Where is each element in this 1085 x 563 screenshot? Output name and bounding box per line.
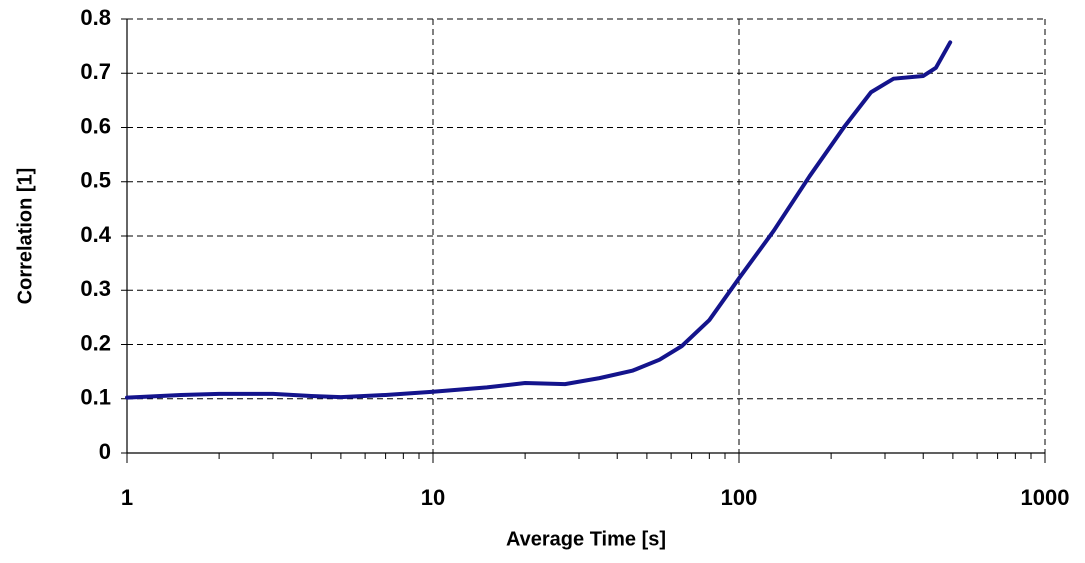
data-line [125, 40, 953, 400]
y-tick-label: 0.5 [80, 168, 111, 193]
y-tick-label: 0.6 [80, 113, 111, 138]
x-tick-label: 1 [121, 485, 133, 510]
x-tick-label: 10 [421, 485, 445, 510]
x-tick-label: 1000 [1021, 485, 1070, 510]
y-tick-label: 0.3 [80, 276, 111, 301]
y-tick-label: 0.7 [80, 59, 111, 84]
y-tick-label: 0 [99, 439, 111, 464]
y-tick-label: 0.1 [80, 385, 111, 410]
x-axis-title: Average Time [s] [506, 528, 666, 550]
y-tick-label: 0.2 [80, 330, 111, 355]
x-tick-label: 100 [721, 485, 758, 510]
y-axis-title: Correlation [1] [14, 168, 36, 305]
y-tick-label: 0.4 [80, 222, 111, 247]
y-tick-label: 0.8 [80, 5, 111, 30]
